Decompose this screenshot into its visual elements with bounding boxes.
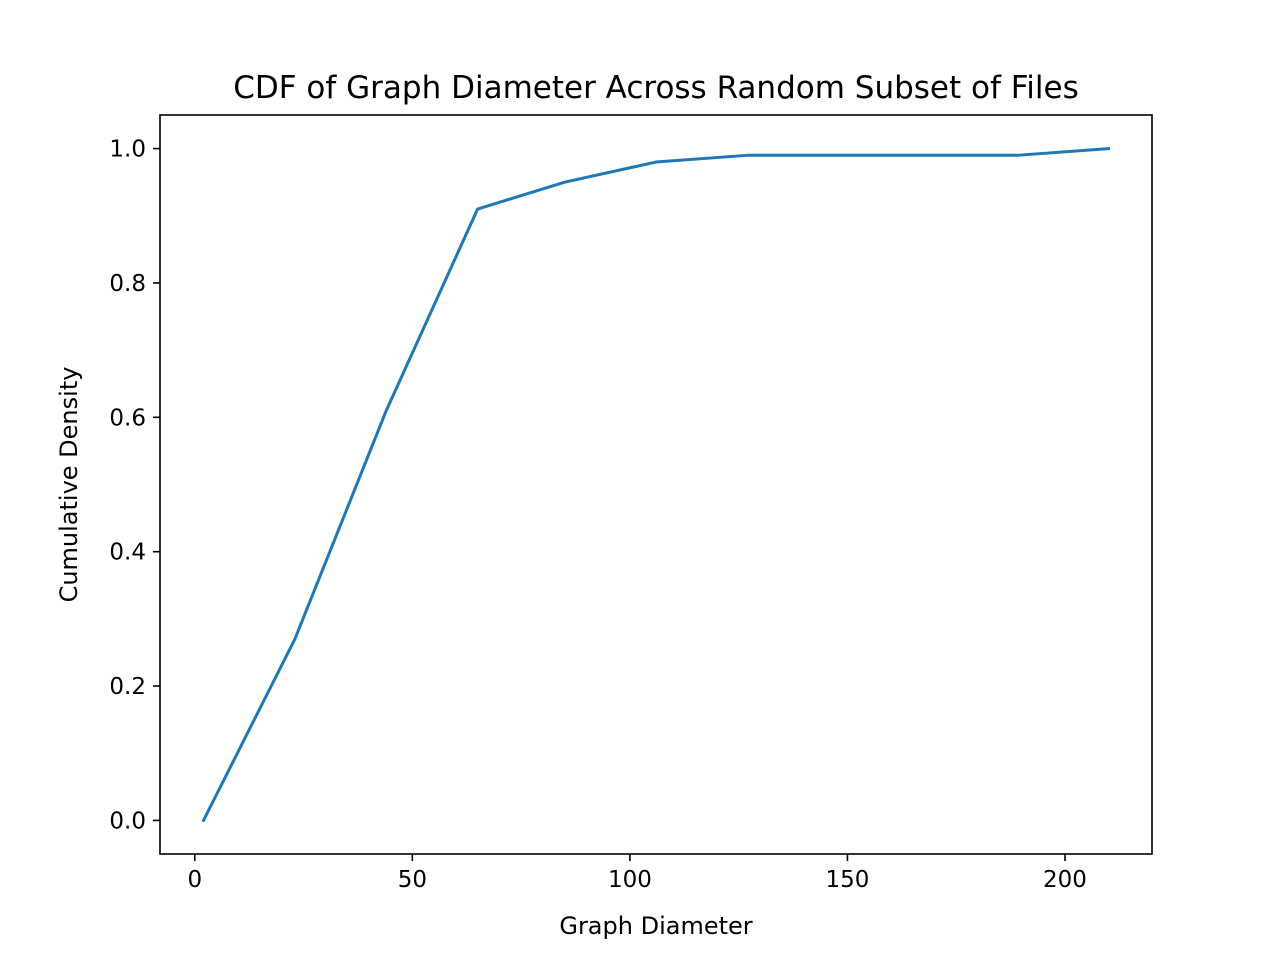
plot-area: [159, 114, 1153, 855]
y-axis-ticks: 0.0 0.2 0.4 0.6 0.8 1.0: [109, 137, 160, 834]
x-axis-ticks: 0 50 100 150 200: [187, 854, 1087, 893]
y-tick-label: 0.6: [109, 405, 146, 431]
cdf-series-line: [201, 146, 1111, 823]
y-tick-label: 0.2: [109, 674, 146, 700]
y-tick-label: 0.4: [109, 540, 146, 566]
y-tick-label: 1.0: [109, 137, 146, 163]
x-tick-label: 200: [1043, 867, 1087, 893]
series-layer: [201, 146, 1111, 823]
x-tick-label: 150: [825, 867, 869, 893]
y-tick-label: 0.8: [109, 271, 146, 297]
axes-frame: [159, 114, 1153, 855]
y-tick-label: 0.0: [109, 808, 146, 834]
x-tick-label: 0: [187, 867, 202, 893]
x-axis-label: Graph Diameter: [559, 912, 752, 940]
x-tick-label: 50: [398, 867, 427, 893]
y-axis-label: Cumulative Density: [55, 367, 83, 603]
x-tick-label: 100: [608, 867, 652, 893]
axes-background: [160, 115, 1152, 854]
chart-title: CDF of Graph Diameter Across Random Subs…: [233, 70, 1079, 106]
